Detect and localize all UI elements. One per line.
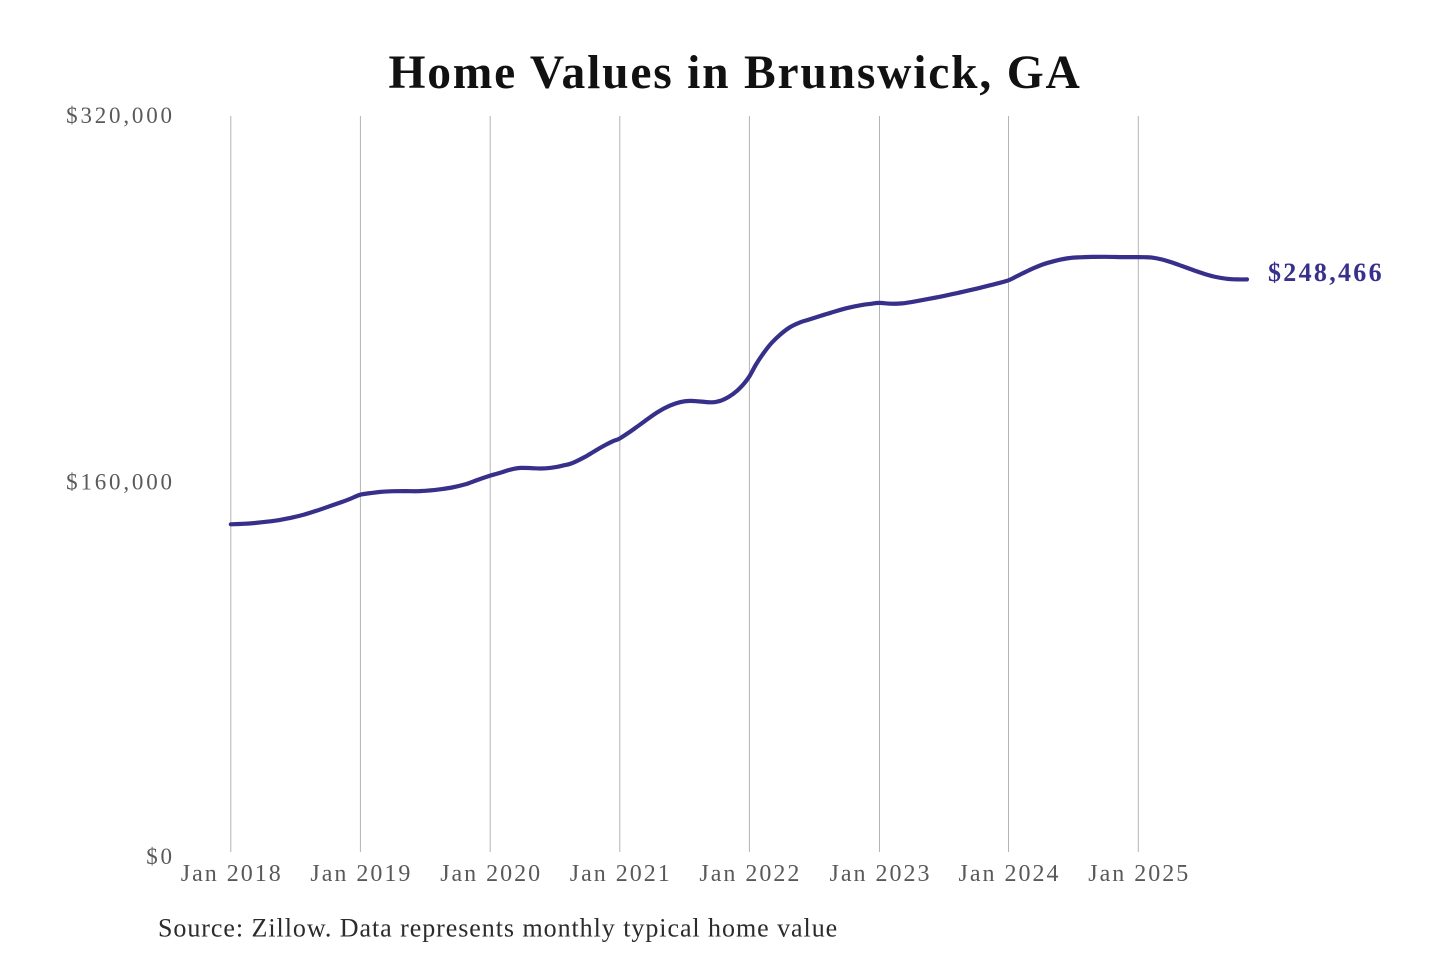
svg-text:$160,000: $160,000: [66, 470, 175, 495]
svg-text:Jan 2022: Jan 2022: [699, 861, 801, 887]
svg-text:Source: Zillow. Data represent: Source: Zillow. Data represents monthly …: [158, 914, 838, 943]
svg-text:Jan 2018: Jan 2018: [181, 861, 283, 887]
svg-text:Jan 2021: Jan 2021: [570, 861, 672, 887]
svg-text:$248,466: $248,466: [1268, 258, 1384, 287]
svg-text:Jan 2020: Jan 2020: [440, 861, 542, 887]
svg-text:Jan 2023: Jan 2023: [830, 861, 932, 887]
svg-text:Jan 2019: Jan 2019: [310, 861, 412, 887]
svg-text:Jan 2024: Jan 2024: [959, 861, 1061, 887]
svg-text:$0: $0: [146, 844, 175, 869]
svg-text:$320,000: $320,000: [66, 103, 175, 128]
svg-text:Jan 2025: Jan 2025: [1088, 861, 1190, 887]
svg-text:Home Values in Brunswick, GA: Home Values in Brunswick, GA: [388, 47, 1081, 99]
